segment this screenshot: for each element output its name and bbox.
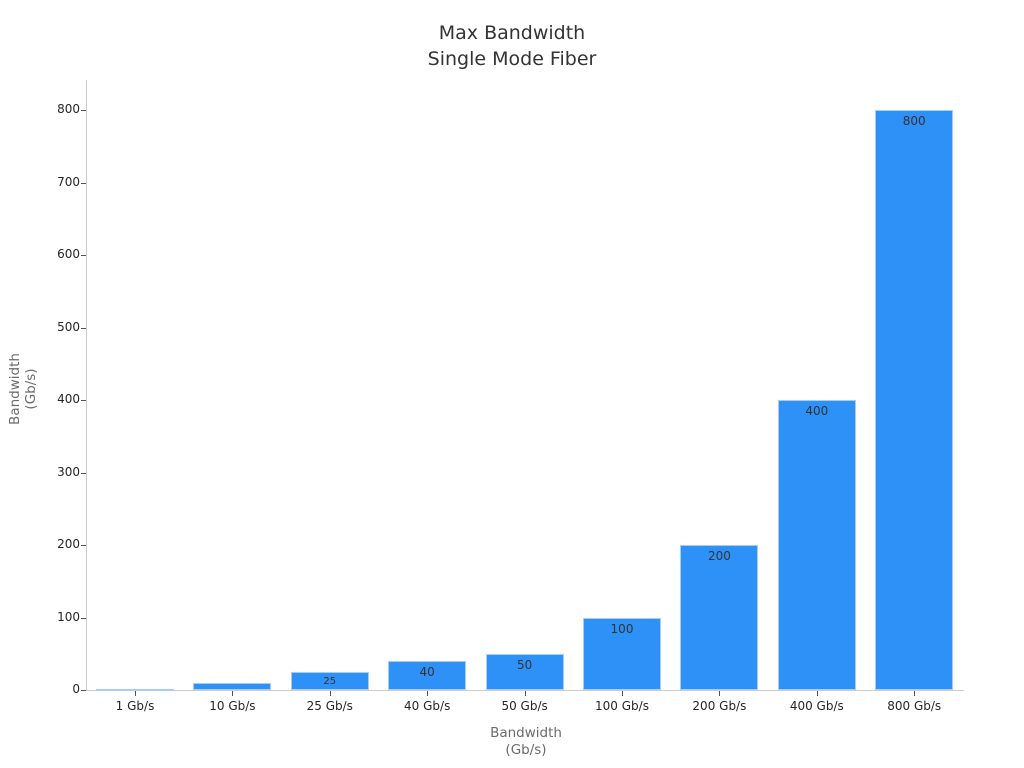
- bar-value-label: 400: [805, 404, 829, 418]
- bar-400-gb-s: [777, 400, 856, 690]
- y-tick-mark: [81, 255, 86, 256]
- x-tick-label: 50 Gb/s: [501, 699, 548, 713]
- x-tick-mark: [914, 691, 915, 696]
- x-tick-mark: [817, 691, 818, 696]
- x-axis-label-line-2: (Gb/s): [505, 742, 547, 758]
- y-tick-mark: [81, 400, 86, 401]
- x-tick-mark: [232, 691, 233, 696]
- x-tick-label: 40 Gb/s: [404, 699, 451, 713]
- x-axis-label: Bandwidth (Gb/s): [466, 725, 586, 759]
- bar-value-label: 25: [323, 675, 337, 687]
- x-tick-label: 10 Gb/s: [209, 699, 256, 713]
- bar-800-gb-s: [875, 110, 954, 690]
- x-tick-mark: [622, 691, 623, 696]
- bar-1-gb-s: [96, 689, 174, 692]
- y-tick-label: 300: [57, 465, 80, 479]
- bar-value-label: 100: [610, 621, 634, 636]
- y-axis-line: [86, 80, 87, 691]
- x-tick-mark: [135, 691, 136, 696]
- y-tick-mark: [81, 690, 86, 691]
- bar-200-gb-s: [680, 545, 759, 690]
- bar-value-label: 800: [902, 114, 926, 128]
- bar-value-label: 50: [516, 657, 533, 672]
- y-tick-label: 600: [57, 247, 80, 261]
- y-tick-label: 400: [57, 392, 80, 406]
- chart-subtitle: Single Mode Fiber: [427, 48, 597, 70]
- y-tick-label: 100: [57, 610, 80, 624]
- y-tick-label: 800: [57, 102, 80, 116]
- bar-25-gb-s: [290, 671, 369, 690]
- x-tick-mark: [427, 691, 428, 696]
- y-tick-mark: [81, 618, 86, 619]
- y-tick-mark: [81, 183, 86, 184]
- x-tick-label: 800 Gb/s: [887, 699, 942, 713]
- bar-10-gb-s: [193, 682, 272, 690]
- x-tick-label: 200 Gb/s: [692, 699, 747, 713]
- x-tick-mark: [330, 691, 331, 696]
- x-axis-line: [86, 690, 964, 691]
- x-tick-label: 25 Gb/s: [306, 699, 353, 713]
- x-tick-mark: [525, 691, 526, 696]
- y-tick-label: 200: [57, 537, 80, 551]
- y-tick-mark: [81, 473, 86, 474]
- x-tick-label: 400 Gb/s: [789, 699, 844, 713]
- bar-value-label: 200: [707, 549, 731, 563]
- y-tick-mark: [81, 545, 86, 546]
- chart-title: Max Bandwidth: [438, 22, 586, 44]
- y-tick-label: 0: [72, 682, 80, 696]
- bar-50-gb-s: [485, 653, 564, 690]
- y-tick-label: 700: [57, 175, 80, 189]
- y-tick-mark: [81, 328, 86, 329]
- y-tick-mark: [81, 110, 86, 111]
- bar-100-gb-s: [583, 617, 661, 690]
- x-axis-label-line-1: Bandwidth: [490, 725, 562, 741]
- y-tick-label: 500: [57, 320, 80, 334]
- bar-value-label: 40: [419, 665, 435, 679]
- x-tick-mark: [719, 691, 720, 696]
- x-tick-label: 1 Gb/s: [115, 699, 155, 713]
- x-tick-label: 100 Gb/s: [595, 699, 649, 713]
- bar-40-gb-s: [388, 661, 467, 690]
